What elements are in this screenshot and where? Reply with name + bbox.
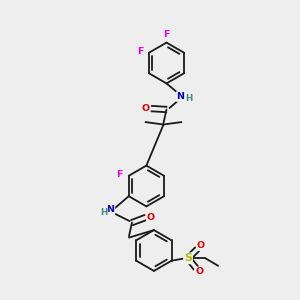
Text: O: O [195,267,203,276]
Text: H: H [100,208,107,217]
Text: O: O [197,241,205,250]
Text: F: F [116,170,123,179]
Text: O: O [147,213,155,222]
Text: F: F [137,47,144,56]
Text: N: N [177,92,184,101]
Text: H: H [185,94,193,103]
Text: N: N [106,206,114,214]
Text: S: S [184,253,192,263]
Text: F: F [163,30,170,39]
Text: O: O [141,104,150,113]
